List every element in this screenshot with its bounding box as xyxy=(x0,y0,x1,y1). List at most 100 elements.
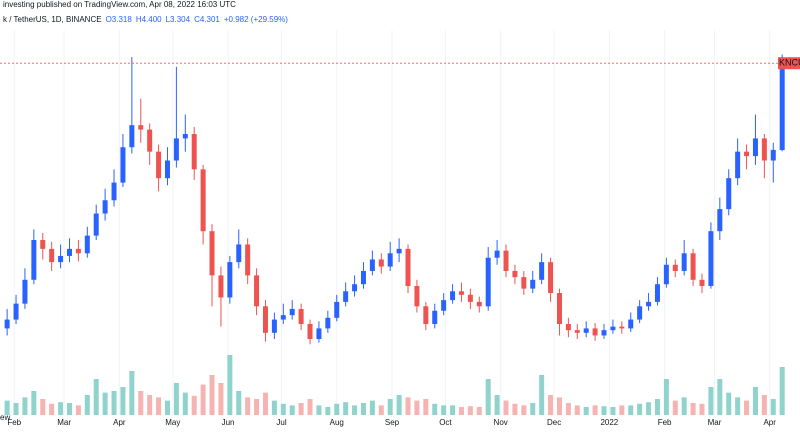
published-note: investing published on TradingView.com, … xyxy=(3,0,236,9)
volume-bar xyxy=(129,371,135,415)
volume-bar xyxy=(352,405,358,415)
candle-body xyxy=(744,151,750,157)
candle-body xyxy=(209,231,215,276)
candle-body xyxy=(592,328,598,336)
volume-bar xyxy=(369,400,375,415)
volume-bar xyxy=(58,402,64,415)
price-label-box xyxy=(778,57,800,70)
candle-body xyxy=(156,151,162,179)
volume-bar xyxy=(271,400,277,415)
x-tick-label: Mar xyxy=(57,418,71,427)
x-tick-label: Nov xyxy=(494,418,508,427)
volume-bar xyxy=(218,383,224,415)
candle-body xyxy=(271,319,277,333)
x-tick-label: Aug xyxy=(330,418,344,427)
candle-body xyxy=(690,253,696,280)
candle-body xyxy=(414,285,420,307)
x-tick-label: Feb xyxy=(658,418,672,427)
volume-bar xyxy=(485,379,491,415)
candle-body xyxy=(307,323,313,340)
volume-bar xyxy=(601,406,607,415)
candle-body xyxy=(476,301,482,307)
candle-body xyxy=(467,294,473,302)
volume-bar xyxy=(84,395,90,415)
volume-bar xyxy=(191,395,197,415)
volume-bar xyxy=(592,405,598,415)
volume-bar xyxy=(530,403,536,415)
volume-bar xyxy=(111,391,117,415)
candle-body xyxy=(458,291,464,295)
candle-body xyxy=(49,248,55,263)
candle-body xyxy=(369,259,375,271)
candle-body xyxy=(378,259,384,267)
candle-body xyxy=(574,330,580,333)
candle-body xyxy=(352,284,358,292)
candle-body xyxy=(360,270,366,285)
candle-body xyxy=(120,147,126,183)
volume-bar xyxy=(120,387,126,415)
x-tick-label: 2022 xyxy=(600,418,618,427)
volume-bar xyxy=(521,405,527,415)
price-label: KNCUSD xyxy=(779,58,800,68)
volume-bar xyxy=(31,391,37,415)
candle-body xyxy=(58,255,64,263)
x-tick-label: Apr xyxy=(763,418,776,427)
ohlc-value: H4.400 xyxy=(136,15,162,24)
candle-body xyxy=(40,240,46,249)
volume-bar xyxy=(360,403,366,415)
overlay: KNCUSD xyxy=(0,57,800,70)
candle-body xyxy=(681,253,687,271)
candle-body xyxy=(628,319,634,329)
candle-body xyxy=(4,319,10,329)
volume-bar xyxy=(467,406,473,415)
footer: ew xyxy=(0,413,10,422)
x-tick-label: May xyxy=(165,418,180,427)
candle-body xyxy=(75,248,81,254)
candle-body xyxy=(164,160,170,179)
volume-bar xyxy=(583,407,589,415)
candle-body xyxy=(548,262,554,294)
ohlc-value: +0.982 (+29.59%) xyxy=(224,15,288,24)
candle-body xyxy=(619,326,625,329)
candle-body xyxy=(441,300,447,311)
candle-body xyxy=(423,306,429,324)
candle-body xyxy=(779,63,785,151)
volume-bar xyxy=(699,403,705,415)
candle-body xyxy=(530,279,536,289)
x-tick-label: Feb xyxy=(7,418,21,427)
volume-bar xyxy=(13,403,19,415)
volume-bar xyxy=(378,405,384,415)
volume-bar xyxy=(690,403,696,415)
candle-body xyxy=(298,308,304,324)
grid: Feb Mar Apr May Jun Jul Aug Sep Oct Nov Dec 2022 Feb… xyxy=(7,30,776,427)
candle-body xyxy=(111,182,117,201)
volume-bar xyxy=(262,392,268,415)
volume-bar xyxy=(4,400,10,415)
volume-bar xyxy=(423,399,429,415)
volume-bar xyxy=(93,379,99,415)
volume-bar xyxy=(726,392,732,415)
volume-bar xyxy=(565,403,571,415)
volume-bar xyxy=(708,387,714,415)
volume-bar xyxy=(227,355,233,415)
volume-bar xyxy=(494,395,500,415)
candle-body xyxy=(539,262,545,280)
candle-body xyxy=(31,240,37,280)
volume-bar xyxy=(432,403,438,415)
candle-body xyxy=(583,328,589,333)
x-tick-label: Dec xyxy=(547,418,561,427)
volume-bar xyxy=(138,391,144,415)
volume-bar xyxy=(628,405,634,415)
volume-bar xyxy=(102,392,108,415)
volume-bar xyxy=(334,403,340,415)
volume-bar xyxy=(387,399,393,415)
candle-body xyxy=(485,257,491,307)
volume-bar xyxy=(280,403,286,415)
ohlc-value: L3.304 xyxy=(166,15,191,24)
candle-body xyxy=(770,149,776,161)
volume-bar xyxy=(182,392,188,415)
candle-body xyxy=(512,270,518,278)
candle-body xyxy=(637,306,643,320)
volume-bar xyxy=(450,405,456,415)
price-pane xyxy=(4,54,785,345)
